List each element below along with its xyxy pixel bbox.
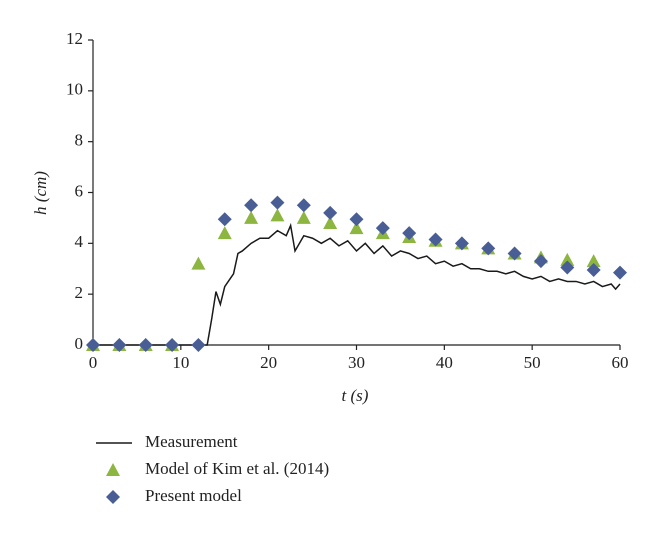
x-tick-label: 50 xyxy=(524,353,541,372)
point xyxy=(586,254,601,268)
point xyxy=(86,338,100,352)
point xyxy=(375,221,390,236)
point xyxy=(191,338,206,352)
point xyxy=(533,254,548,269)
point xyxy=(507,246,522,261)
point xyxy=(217,212,232,227)
y-tick-label: 10 xyxy=(66,80,83,99)
x-tick-label: 10 xyxy=(172,353,189,372)
point xyxy=(481,241,496,256)
x-axis-label: t (s) xyxy=(342,386,369,405)
point xyxy=(165,338,180,352)
point xyxy=(349,221,364,235)
point xyxy=(270,195,285,210)
point xyxy=(217,226,232,240)
point xyxy=(296,210,311,224)
legend-label: Model of Kim et al. (2014) xyxy=(145,459,329,478)
point xyxy=(560,260,575,275)
point xyxy=(244,198,259,213)
point xyxy=(244,210,259,224)
point xyxy=(454,236,469,251)
legend-label: Measurement xyxy=(145,432,238,451)
point xyxy=(402,226,417,241)
point xyxy=(613,265,627,280)
point xyxy=(349,212,364,227)
x-tick-label: 30 xyxy=(348,353,365,372)
point xyxy=(191,256,206,270)
y-axis-label: h (cm) xyxy=(31,171,50,215)
point xyxy=(323,205,338,220)
legend-swatch xyxy=(106,463,120,476)
measurement-line xyxy=(93,222,621,346)
point xyxy=(428,232,443,247)
point xyxy=(560,252,575,266)
y-tick-label: 6 xyxy=(75,181,84,200)
y-tick-label: 0 xyxy=(75,334,84,353)
legend-swatch xyxy=(106,490,120,504)
point xyxy=(138,338,153,352)
x-tick-label: 60 xyxy=(612,353,629,372)
point xyxy=(270,208,285,222)
point xyxy=(323,216,338,229)
x-tick-label: 20 xyxy=(260,353,277,372)
legend-label: Present model xyxy=(145,486,242,505)
x-tick-label: 0 xyxy=(89,353,98,372)
y-tick-label: 8 xyxy=(75,131,84,150)
y-tick-label: 2 xyxy=(75,283,84,302)
y-tick-label: 12 xyxy=(66,29,83,48)
y-tick-label: 4 xyxy=(75,232,84,251)
point xyxy=(586,263,601,278)
point xyxy=(296,198,311,213)
x-tick-label: 40 xyxy=(436,353,453,372)
point xyxy=(112,338,127,352)
